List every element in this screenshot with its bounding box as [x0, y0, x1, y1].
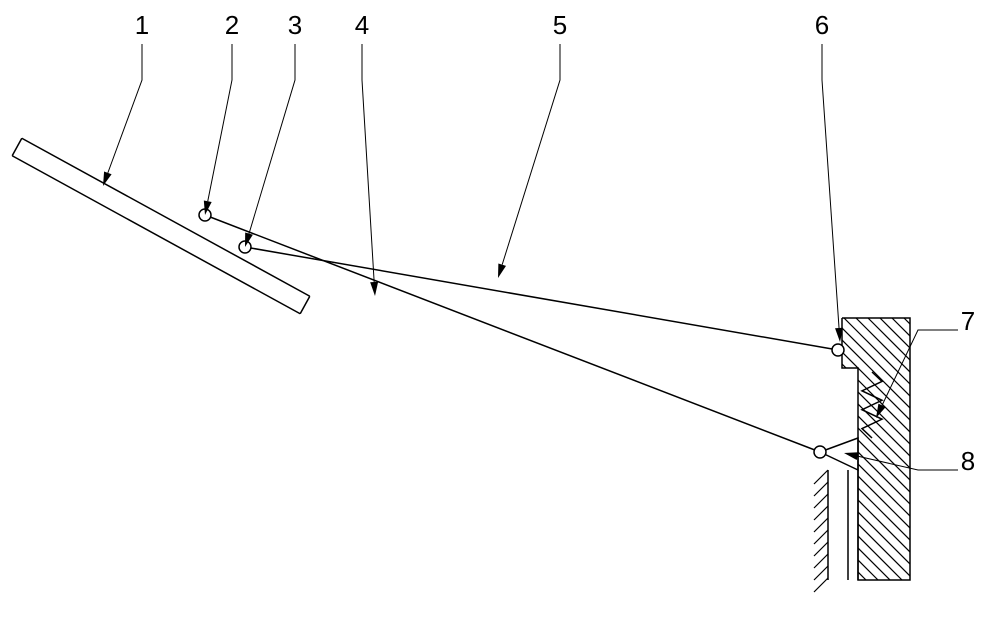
label-l1: 1 [135, 10, 149, 40]
lower-fixed-guide [814, 470, 848, 592]
label-l8: 8 [961, 446, 975, 476]
link-5 [245, 247, 838, 350]
leader-l6 [822, 44, 839, 328]
label-l5: 5 [553, 10, 567, 40]
leader-l8 [858, 456, 958, 470]
leader-l4 [362, 44, 374, 282]
bar-1 [12, 138, 310, 314]
joint-j8 [814, 446, 826, 458]
leader-l1 [108, 44, 142, 173]
diagram-canvas: 1 2 3 4 5 6 7 8 [0, 0, 1000, 622]
leader-l3 [249, 44, 295, 234]
fixed-frame [580, 318, 1000, 580]
label-l3: 3 [288, 10, 302, 40]
leader-l2 [208, 44, 232, 201]
leader-l5 [502, 44, 560, 265]
label-l7: 7 [961, 306, 975, 336]
label-l2: 2 [225, 10, 239, 40]
joint-j6 [832, 344, 844, 356]
link-4 [205, 215, 820, 452]
label-l6: 6 [815, 10, 829, 40]
label-l4: 4 [355, 10, 369, 40]
